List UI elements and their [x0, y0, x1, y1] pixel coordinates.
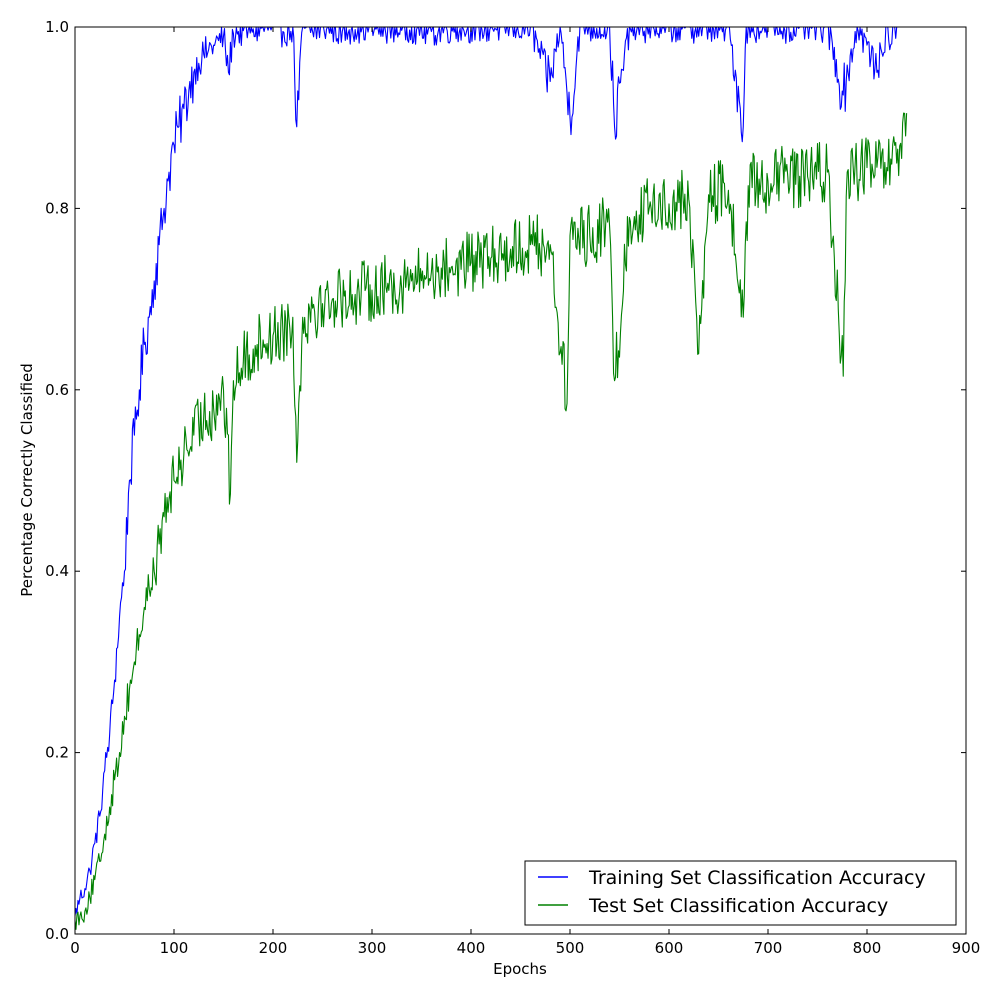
- x-tick-label: 200: [259, 939, 288, 957]
- x-tick-label: 400: [457, 939, 486, 957]
- legend-label-test: Test Set Classification Accuracy: [588, 895, 888, 917]
- y-tick-label: 0.6: [45, 381, 69, 399]
- x-tick-label: 800: [853, 939, 882, 957]
- y-tick-label: 0.4: [45, 562, 69, 580]
- x-tick-label: 600: [655, 939, 684, 957]
- legend: Training Set Classification Accuracy Tes…: [524, 860, 957, 926]
- y-tick-label: 0.8: [45, 199, 69, 217]
- x-tick-label: 300: [358, 939, 387, 957]
- x-tick-label: 700: [754, 939, 783, 957]
- legend-label-training: Training Set Classification Accuracy: [588, 867, 926, 889]
- series-line-test: [74, 112, 908, 930]
- y-axis-label: Percentage Correctly Classified: [18, 363, 36, 597]
- y-tick-label: 1.0: [45, 18, 69, 36]
- y-tick-label: 0.0: [45, 925, 69, 943]
- ticks-layer: 0 100 200 300 400 500 600 700 800 900 0.0 0.2 0.4 0.6…: [45, 18, 980, 957]
- x-axis-label: Epochs: [493, 960, 547, 978]
- x-tick-label: 0: [70, 939, 80, 957]
- y-tick-label: 0.2: [45, 744, 69, 762]
- x-tick-label: 100: [160, 939, 189, 957]
- plot-frame: [74, 26, 967, 935]
- series-layer: [74, 26, 908, 930]
- legend-box: [524, 860, 957, 926]
- x-tick-label: 500: [556, 939, 585, 957]
- series-line-training: [74, 26, 898, 916]
- x-tick-label: 900: [952, 939, 981, 957]
